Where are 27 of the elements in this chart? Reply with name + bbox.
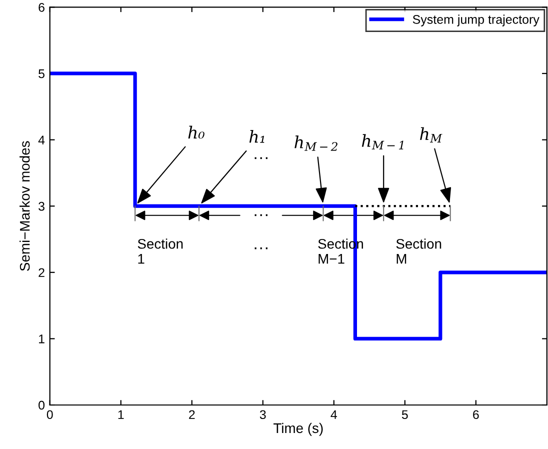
- x-axis-title: Time (s): [274, 422, 323, 436]
- annotation: h$_{M−1}$: [362, 134, 404, 150]
- x-tick-label: 1: [118, 410, 124, 419]
- legend-label: System jump trajectory: [412, 14, 540, 26]
- y-tick-label: 5: [38, 69, 44, 78]
- annotation: ···: [254, 214, 268, 216]
- annotation: h₀: [188, 126, 204, 139]
- x-tick-label: 5: [402, 410, 408, 420]
- annotation: h₁: [249, 130, 264, 143]
- y-tick-label: 0: [38, 400, 45, 410]
- y-tick-label: 6: [38, 2, 44, 12]
- x-tick-label: 3: [260, 410, 266, 420]
- y-tick-label: 1: [39, 334, 44, 344]
- annotation: Section M: [396, 238, 442, 264]
- annotation: ···: [254, 157, 268, 160]
- annotation: ···: [254, 247, 268, 250]
- y-tick-label: 3: [38, 202, 44, 211]
- x-tick-label: 0: [46, 410, 53, 420]
- annotation: h$_{M}$: [420, 127, 442, 142]
- x-tick-label: 2: [189, 410, 195, 419]
- x-tick-label: 6: [473, 410, 479, 420]
- y-tick-label: 4: [38, 136, 45, 144]
- x-tick-label: 4: [330, 410, 337, 419]
- y-axis-title: Semi−Markov modes: [20, 141, 30, 271]
- annotation: Section 1: [138, 238, 183, 264]
- y-tick-label: 2: [38, 268, 44, 277]
- annotation: h$_{M−2}$: [294, 136, 338, 151]
